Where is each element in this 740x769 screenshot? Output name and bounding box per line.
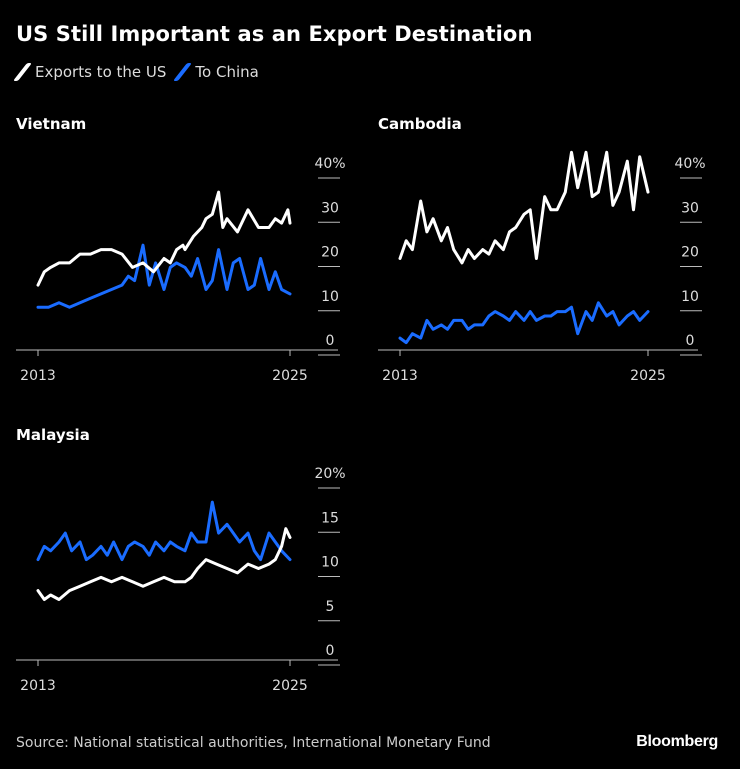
y-tick-label: 10 [681, 289, 699, 305]
y-tick-label: 30 [681, 200, 699, 216]
panel-title-vietnam: Vietnam [16, 115, 87, 133]
y-tick-label: 15 [321, 510, 339, 526]
y-tick-label: 20 [681, 245, 699, 261]
x-tick-label: 2025 [630, 368, 666, 384]
bloomberg-logo: Bloomberg [636, 733, 718, 750]
y-tick-label: 20 [321, 245, 339, 261]
y-tick-label: 20% [314, 466, 345, 482]
panel-title-malaysia: Malaysia [16, 426, 90, 444]
y-tick-label: 0 [326, 643, 335, 659]
y-tick-label: 10 [321, 289, 339, 305]
y-tick-label: 0 [686, 333, 695, 349]
x-tick-label: 2013 [20, 678, 56, 694]
x-tick-label: 2013 [382, 368, 418, 384]
legend-label-china: To China [195, 63, 259, 81]
x-tick-label: 2013 [20, 368, 56, 384]
source-note: Source: National statistical authorities… [16, 735, 491, 751]
y-tick-label: 10 [321, 555, 339, 571]
y-tick-label: 0 [326, 333, 335, 349]
series-line-china [36, 500, 292, 562]
series-line-us [36, 527, 292, 601]
series-line-us [398, 150, 650, 265]
legend-label-us: Exports to the US [35, 63, 167, 81]
y-tick-label: 30 [321, 200, 339, 216]
y-tick-label: 40% [674, 156, 705, 172]
x-tick-label: 2025 [272, 678, 308, 694]
legend: Exports to the US To China [12, 63, 269, 81]
series-line-us [36, 190, 292, 287]
x-tick-label: 2025 [272, 368, 308, 384]
chart-title: US Still Important as an Export Destinat… [16, 22, 533, 46]
panel-title-cambodia: Cambodia [378, 115, 462, 133]
series-line-china [36, 243, 292, 309]
legend-item-us: Exports to the US [12, 63, 167, 81]
legend-item-china: To China [173, 63, 259, 81]
y-tick-label: 5 [326, 599, 335, 615]
y-tick-label: 40% [314, 156, 345, 172]
series-line-china [398, 301, 650, 345]
